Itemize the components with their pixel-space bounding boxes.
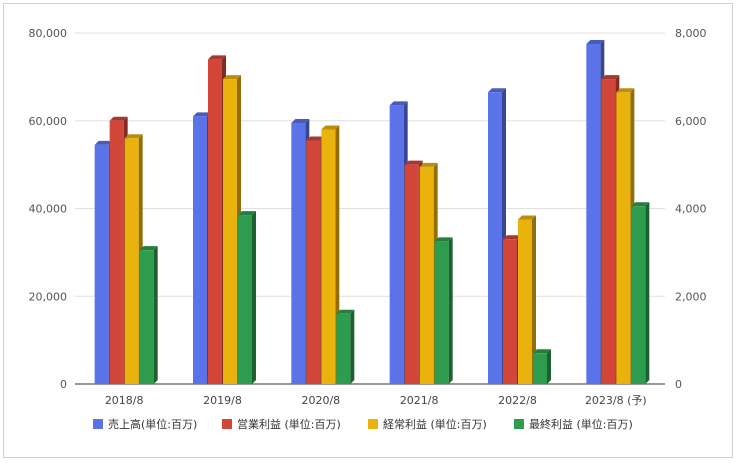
bar-front [389, 105, 404, 385]
legend-swatch [514, 419, 524, 429]
right-tick-label: 8,000 [675, 27, 707, 40]
bar-front [139, 250, 154, 384]
bar-front [336, 313, 351, 384]
bar-top [601, 75, 620, 80]
legend-label: 営業利益 (単位:百万) [237, 417, 341, 431]
bar-front [488, 92, 502, 384]
bar-side [448, 237, 453, 384]
right-tick-label: 6,000 [675, 115, 707, 128]
bar-front [419, 166, 434, 384]
bar-side [645, 202, 650, 384]
bar-top [586, 39, 605, 44]
bar-front [434, 241, 449, 384]
x-tick-label: 2023/8 (予) [585, 394, 647, 407]
right-tick-label: 0 [675, 378, 682, 391]
bar-top [223, 75, 241, 80]
bar-top [291, 118, 310, 123]
bar-top [434, 237, 453, 242]
bar-front [503, 239, 517, 384]
x-tick-label: 2019/8 [203, 394, 242, 407]
bar-top [94, 140, 113, 145]
bar-top [139, 246, 158, 251]
right-tick-label: 2,000 [675, 290, 707, 303]
bar [238, 211, 256, 384]
bar-front [124, 138, 139, 384]
x-tick-label: 2022/8 [498, 394, 537, 407]
bars [94, 39, 650, 385]
left-axis: 0 20,000 40,000 60,000 80,000 [29, 27, 68, 391]
bar [434, 237, 453, 384]
bar-front [586, 43, 601, 384]
bar-top [616, 88, 635, 93]
bar [631, 202, 650, 384]
bar-side [252, 211, 256, 384]
bar-side [532, 215, 536, 384]
bar [533, 349, 551, 384]
bar-front [94, 144, 109, 384]
bar-top [404, 160, 423, 165]
bar-top [631, 202, 650, 207]
bar-front [404, 164, 419, 384]
right-tick-label: 4,000 [675, 203, 707, 216]
legend-swatch [93, 419, 103, 429]
bar-top [321, 125, 340, 130]
bar-front [109, 120, 124, 384]
bar [518, 215, 536, 384]
left-tick-label: 80,000 [29, 27, 68, 40]
left-tick-label: 40,000 [29, 203, 68, 216]
bar-front [291, 122, 306, 384]
bar-side [153, 246, 158, 384]
bar-top [208, 55, 226, 60]
bar-front [601, 79, 616, 384]
x-tick-label: 2018/8 [105, 394, 144, 407]
right-axis: 0 2,000 4,000 6,000 8,000 [675, 27, 707, 391]
left-tick-label: 0 [60, 378, 67, 391]
bar [139, 246, 158, 384]
bar-top [419, 162, 438, 167]
bar-top [518, 215, 536, 220]
bar-front [193, 116, 207, 385]
left-tick-label: 60,000 [29, 115, 68, 128]
bar-front [238, 215, 252, 384]
legend-swatch [368, 419, 378, 429]
bar-top [503, 235, 521, 240]
bar-front [616, 92, 631, 384]
bar-top [533, 349, 551, 354]
legend-label: 売上高(単位:百万) [108, 417, 197, 431]
bar-top [193, 112, 211, 117]
bar-front [533, 353, 547, 384]
bar-front [223, 79, 237, 384]
bar-top [124, 134, 143, 139]
bar-top [389, 101, 408, 106]
grid-lines [75, 32, 665, 385]
bar-front [306, 140, 321, 384]
x-tick-label: 2020/8 [301, 394, 340, 407]
bar-top [336, 309, 355, 314]
bar-front [518, 219, 532, 384]
x-axis: 2018/8 2019/8 2020/8 2021/8 2022/8 2023/8 (予) [105, 394, 647, 407]
bar [336, 309, 355, 384]
bar-top [488, 88, 506, 93]
bar-top [306, 136, 325, 141]
bar-top [109, 116, 128, 121]
x-tick-label: 2021/8 [400, 394, 439, 407]
bar-front [321, 129, 336, 384]
bar-front [208, 59, 222, 384]
left-tick-label: 20,000 [29, 290, 68, 303]
legend: 売上高(単位:百万) 営業利益 (単位:百万) 経常利益 (単位:百万) 最終利益 (… [93, 417, 633, 431]
bar-front [631, 206, 646, 384]
legend-swatch [222, 419, 232, 429]
bar-side [350, 309, 355, 384]
bar-top [238, 211, 256, 216]
bar-side [547, 349, 551, 384]
legend-label: 最終利益 (単位:百万) [529, 417, 633, 431]
legend-label: 経常利益 (単位:百万) [383, 417, 487, 431]
